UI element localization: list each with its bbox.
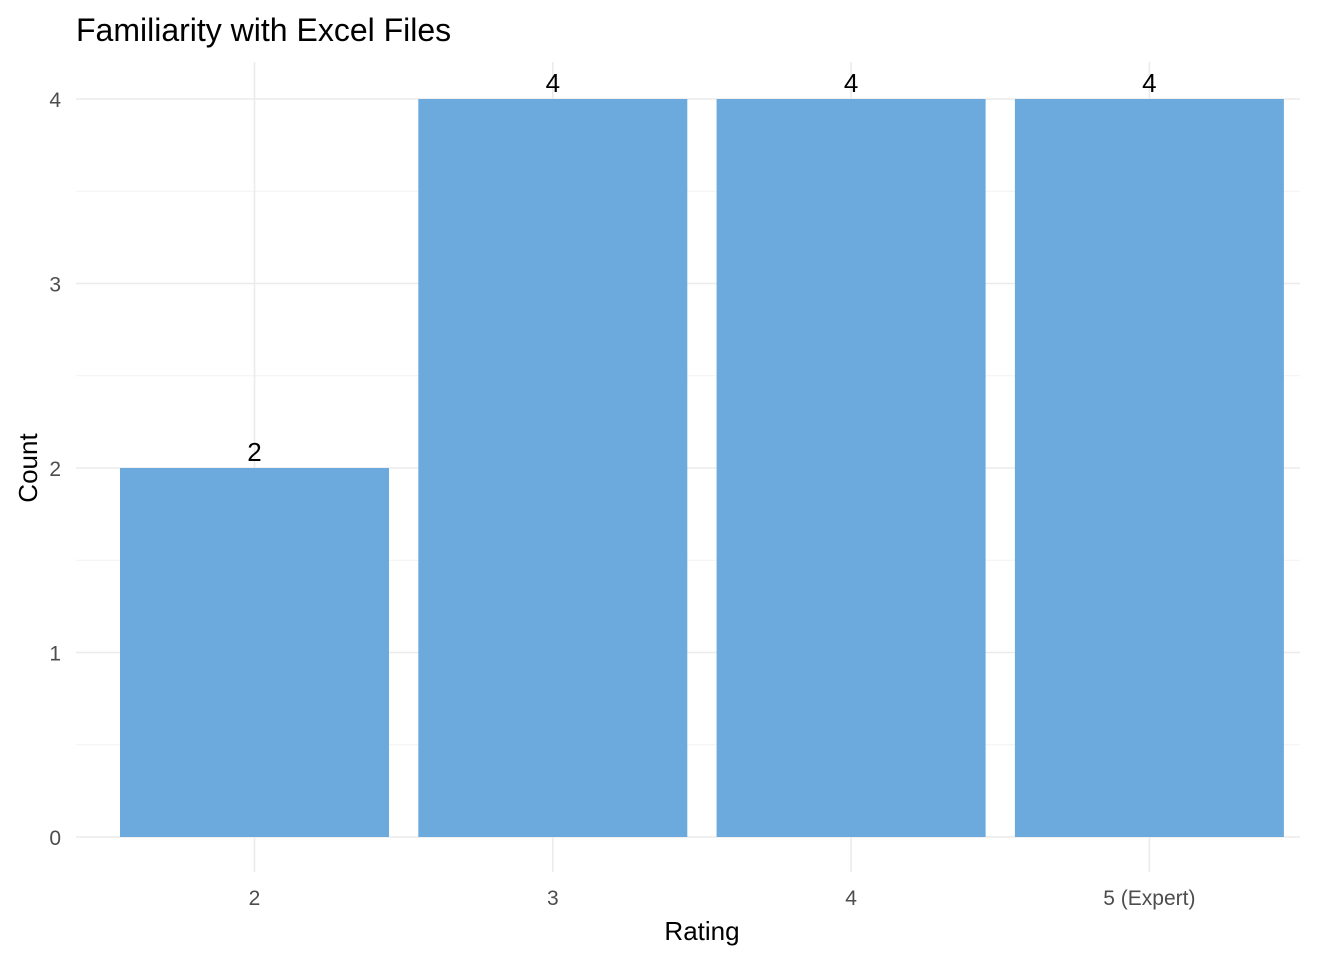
x-tick-label: 5 (Expert) <box>1103 887 1195 910</box>
bars <box>120 99 1284 837</box>
bar <box>120 468 389 837</box>
data-label: 4 <box>1142 68 1156 98</box>
y-tick-label: 3 <box>49 274 61 297</box>
x-tick-label: 3 <box>547 887 559 910</box>
data-label: 4 <box>844 68 858 98</box>
chart-title: Familiarity with Excel Files <box>76 12 451 48</box>
y-tick-label: 2 <box>49 458 61 481</box>
x-axis-title: Rating <box>664 916 739 946</box>
y-tick-label: 1 <box>49 643 61 666</box>
bar <box>716 99 986 837</box>
y-axis-title: Count <box>13 433 43 503</box>
y-tick-label: 4 <box>49 89 61 112</box>
data-labels: 2 4 4 4 <box>247 68 1156 467</box>
bar <box>418 99 688 837</box>
bar <box>1014 99 1284 837</box>
x-axis-ticks: 2 3 4 5 (Expert) <box>249 887 1196 910</box>
data-label: 2 <box>247 437 261 467</box>
y-axis-ticks: 0 1 2 3 4 <box>49 89 61 850</box>
x-tick-label: 2 <box>249 887 261 910</box>
y-tick-label: 0 <box>49 827 61 850</box>
data-label: 4 <box>546 68 560 98</box>
x-tick-label: 4 <box>845 887 857 910</box>
